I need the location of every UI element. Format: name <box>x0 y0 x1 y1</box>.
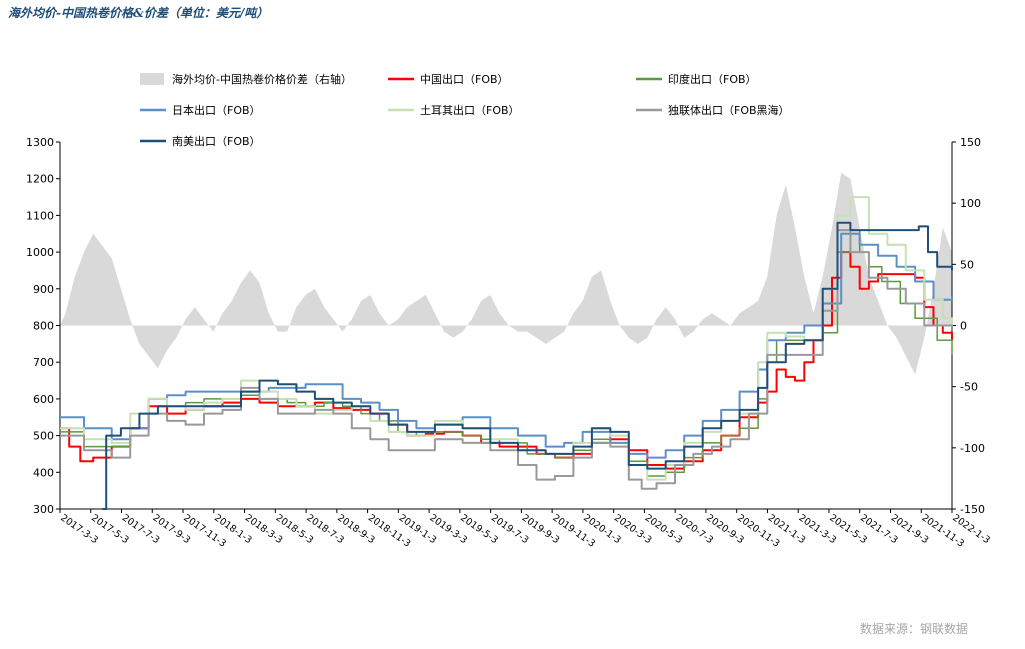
left-tick-label: 1300 <box>26 136 54 149</box>
right-tick-label: 50 <box>960 258 974 271</box>
series-line <box>60 229 953 490</box>
spread-area <box>60 172 952 375</box>
left-tick-label: 600 <box>33 393 54 406</box>
legend-label: 中国出口（FOB） <box>420 72 509 86</box>
right-tick-label: 100 <box>960 197 981 210</box>
spread-area-layer <box>60 172 952 375</box>
left-tick-label: 1100 <box>26 209 54 222</box>
right-tick-label: -100 <box>960 442 985 455</box>
right-tick-label: -150 <box>960 503 985 516</box>
left-tick-label: 800 <box>33 320 54 333</box>
right-tick-label: -50 <box>960 381 978 394</box>
legend-label: 印度出口（FOB） <box>668 72 757 86</box>
left-tick-label: 300 <box>33 503 54 516</box>
series-line <box>60 251 953 470</box>
legend-label: 日本出口（FOB） <box>172 103 261 117</box>
legend-label: 独联体出口（FOB黑海） <box>668 103 790 117</box>
left-tick-label: 1200 <box>26 173 54 186</box>
left-tick-label: 900 <box>33 283 54 296</box>
series-line <box>60 196 953 481</box>
left-tick-label: 700 <box>33 356 54 369</box>
legend: 海外均价-中国热卷价格价差（右轴） 中国出口（FOB） 印度出口（FOB） 日本出口（… <box>140 72 790 148</box>
chart-title: 海外均价-中国热卷价格&价差（单位：美元/吨） <box>8 6 269 20</box>
series-line <box>102 221 953 510</box>
right-tick-label: 150 <box>960 136 981 149</box>
left-tick-label: 400 <box>33 466 54 479</box>
series-lines-layer <box>60 196 953 510</box>
right-tick-label: 0 <box>960 320 967 333</box>
left-tick-label: 1000 <box>26 246 54 259</box>
left-tick-label: 500 <box>33 430 54 443</box>
legend-label: 海外均价-中国热卷价格价差（右轴） <box>172 72 352 86</box>
legend-label: 土耳其出口（FOB） <box>420 103 520 117</box>
legend-label: 南美出口（FOB） <box>172 134 261 148</box>
data-source: 数据来源：钢联数据 <box>859 622 968 636</box>
legend-swatch <box>140 73 164 85</box>
